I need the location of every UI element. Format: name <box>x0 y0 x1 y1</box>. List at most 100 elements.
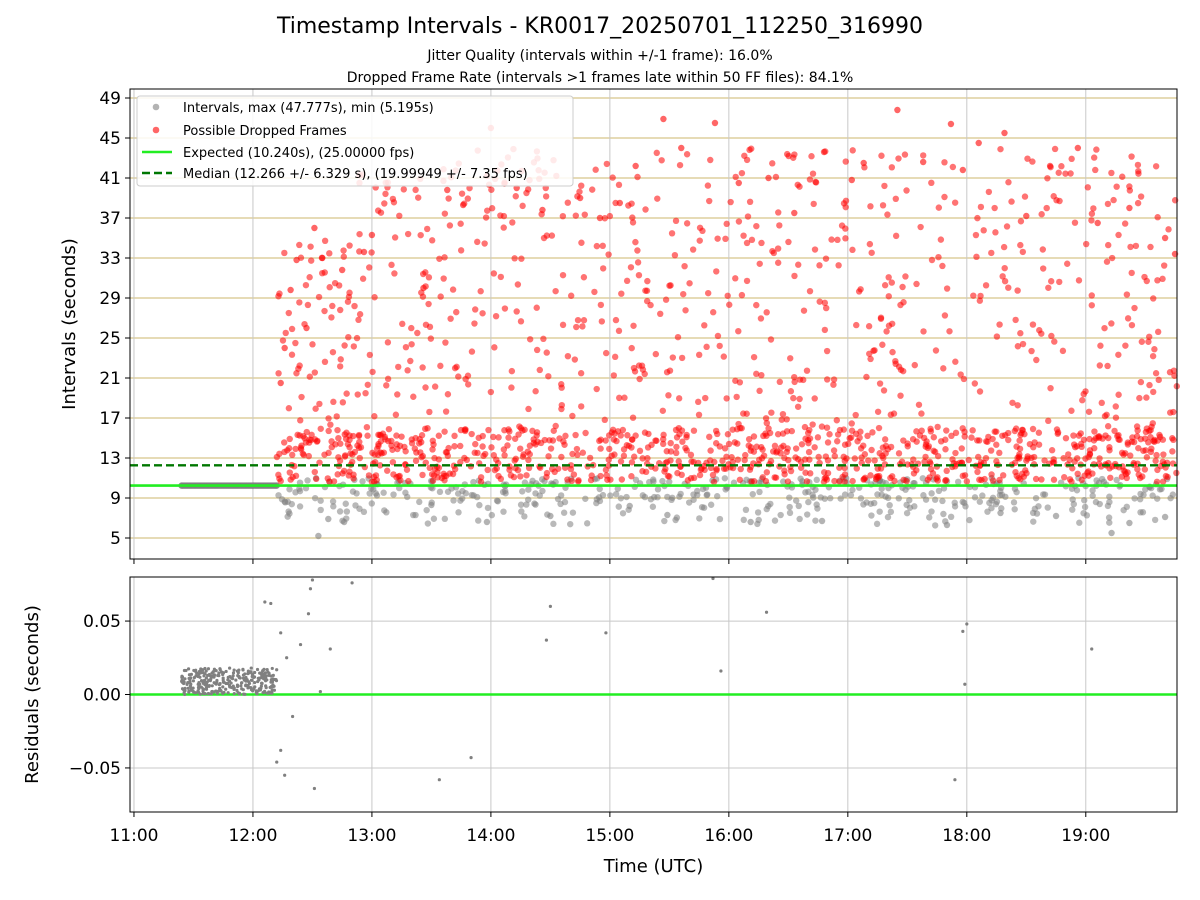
interval-point <box>884 513 892 521</box>
dropped-frame-point <box>840 200 848 207</box>
dropped-frame-point <box>1048 447 1056 454</box>
dropped-frame-point <box>673 449 680 457</box>
interval-point <box>459 487 466 495</box>
dropped-frame-point <box>1147 448 1155 456</box>
dropped-frame-point <box>738 291 746 299</box>
dropped-frame-point <box>567 462 575 469</box>
dropped-frame-point <box>1029 158 1036 165</box>
residual-point <box>961 629 965 633</box>
residual-point <box>192 675 196 680</box>
dropped-frame-point <box>826 431 833 438</box>
dropped-frame-point <box>820 478 828 486</box>
dropped-frame-point <box>340 467 348 475</box>
dropped-frame-point <box>280 439 288 446</box>
dropped-frame-point <box>1035 429 1043 436</box>
dropped-frame-point <box>371 413 378 420</box>
dropped-frame-point <box>552 287 559 295</box>
dropped-frame-point <box>579 449 587 456</box>
dropped-frame-point <box>921 458 928 465</box>
dropped-frame-point <box>759 446 766 453</box>
dropped-frame-point <box>732 173 739 181</box>
dropped-frame-point <box>289 451 296 459</box>
dropped-frame-point <box>834 438 841 445</box>
residual-point <box>241 668 245 672</box>
dropped-frame-point <box>875 424 883 432</box>
dropped-frame-point <box>667 439 674 447</box>
interval-point <box>867 500 874 507</box>
dropped-frame-point <box>714 332 722 340</box>
dropped-frame-point <box>543 473 550 481</box>
dropped-frame-point <box>913 280 920 288</box>
dropped-frame-point <box>368 249 375 256</box>
dropped-frame-point <box>465 381 472 388</box>
dropped-frame-point <box>462 375 469 383</box>
interval-point <box>903 509 911 517</box>
dropped-frame-point <box>738 169 746 177</box>
dropped-frame-point <box>391 270 398 277</box>
dropped-frame-point <box>578 182 585 189</box>
residual-point <box>241 673 246 677</box>
dropped-frame-point <box>477 288 484 295</box>
dropped-frame-point <box>927 425 934 433</box>
dropped-frame-point <box>821 326 829 334</box>
interval-point <box>525 486 532 493</box>
dropped-frame-point <box>335 282 343 289</box>
interval-point <box>664 511 671 519</box>
dropped-frame-point <box>514 466 522 474</box>
dropped-frame-point <box>816 298 823 305</box>
interval-point <box>607 492 614 499</box>
residual-point <box>205 684 210 688</box>
dropped-frame-point <box>327 421 334 428</box>
dropped-frame-point <box>735 179 742 187</box>
dropped-frame-point <box>1088 217 1095 224</box>
interval-point <box>284 513 291 520</box>
dropped-frame-point <box>300 451 307 459</box>
dropped-frame-point <box>808 153 815 160</box>
dropped-frame-point <box>430 441 437 448</box>
dropped-frame-point <box>407 357 414 365</box>
interval-point <box>547 512 554 520</box>
dropped-frame-point <box>639 366 647 373</box>
interval-point <box>818 517 826 525</box>
dropped-frame-point <box>885 293 892 300</box>
interval-point <box>998 491 1006 499</box>
dropped-frame-point <box>695 411 703 419</box>
dropped-frame-point <box>762 477 770 485</box>
dropped-frame-point <box>543 349 550 356</box>
dropped-frame-point <box>1127 243 1134 251</box>
dropped-frame-point <box>1103 258 1111 265</box>
residual-point <box>249 670 253 674</box>
dropped-frame-point <box>628 200 635 207</box>
dropped-frame-point <box>728 454 735 461</box>
residual-point <box>260 671 264 675</box>
dropped-frame-point <box>356 454 363 462</box>
dropped-frame-point <box>447 315 454 322</box>
interval-point <box>971 494 979 501</box>
dropped-frame-point <box>325 449 332 457</box>
interval-point <box>296 487 304 495</box>
dropped-frame-point <box>572 212 580 219</box>
interval-point <box>329 498 337 505</box>
dropped-frame-point <box>298 393 305 401</box>
dropped-frame-point <box>536 366 543 374</box>
interval-point <box>521 513 528 520</box>
dropped-frame-point <box>487 388 495 396</box>
interval-point <box>847 491 855 499</box>
dropped-frame-point <box>744 213 752 220</box>
residual-point <box>215 678 219 683</box>
dropped-frame-point <box>564 352 572 360</box>
interval-point <box>1106 493 1113 500</box>
dropped-frame-point <box>988 249 995 257</box>
dropped-frame-point <box>330 478 338 485</box>
dropped-frame-point <box>666 473 673 480</box>
dropped-frame-point <box>457 426 465 434</box>
residual-point <box>235 669 240 673</box>
dropped-frame-point <box>546 437 553 444</box>
dropped-frame-point <box>871 347 878 354</box>
dropped-frame-point <box>351 302 358 310</box>
dropped-frame-point <box>724 292 731 299</box>
dropped-frame-point <box>488 186 495 193</box>
dropped-frame-point <box>599 242 606 250</box>
dropped-frame-point <box>636 375 643 383</box>
dropped-frame-point <box>1035 441 1043 448</box>
